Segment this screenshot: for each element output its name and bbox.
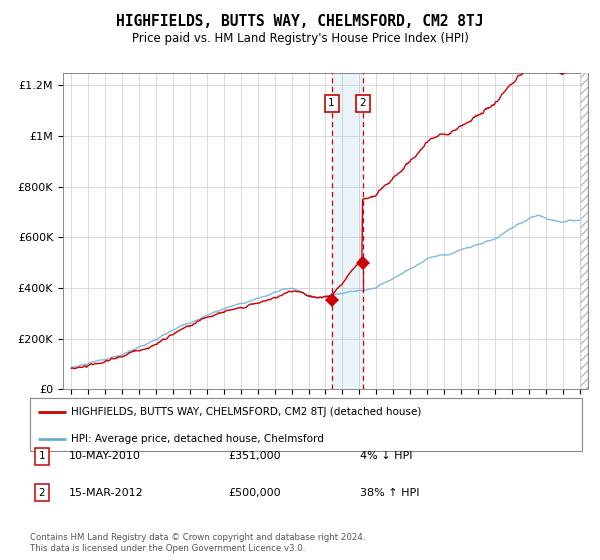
Text: 10-MAY-2010: 10-MAY-2010 [69, 451, 141, 461]
Text: 1: 1 [38, 451, 46, 461]
Text: 38% ↑ HPI: 38% ↑ HPI [360, 488, 419, 498]
Text: £500,000: £500,000 [228, 488, 281, 498]
Text: 2: 2 [359, 98, 366, 108]
Text: 4% ↓ HPI: 4% ↓ HPI [360, 451, 413, 461]
Text: 15-MAR-2012: 15-MAR-2012 [69, 488, 144, 498]
FancyBboxPatch shape [30, 398, 582, 451]
Text: HIGHFIELDS, BUTTS WAY, CHELMSFORD, CM2 8TJ: HIGHFIELDS, BUTTS WAY, CHELMSFORD, CM2 8… [116, 14, 484, 29]
Text: HIGHFIELDS, BUTTS WAY, CHELMSFORD, CM2 8TJ (detached house): HIGHFIELDS, BUTTS WAY, CHELMSFORD, CM2 8… [71, 408, 422, 418]
Bar [332, 73, 363, 389]
Text: 1: 1 [328, 98, 335, 108]
Text: Price paid vs. HM Land Registry's House Price Index (HPI): Price paid vs. HM Land Registry's House … [131, 32, 469, 45]
Text: HPI: Average price, detached house, Chelmsford: HPI: Average price, detached house, Chel… [71, 434, 324, 444]
Text: Contains HM Land Registry data © Crown copyright and database right 2024.
This d: Contains HM Land Registry data © Crown c… [30, 533, 365, 553]
Text: 2: 2 [38, 488, 46, 498]
Text: £351,000: £351,000 [228, 451, 281, 461]
